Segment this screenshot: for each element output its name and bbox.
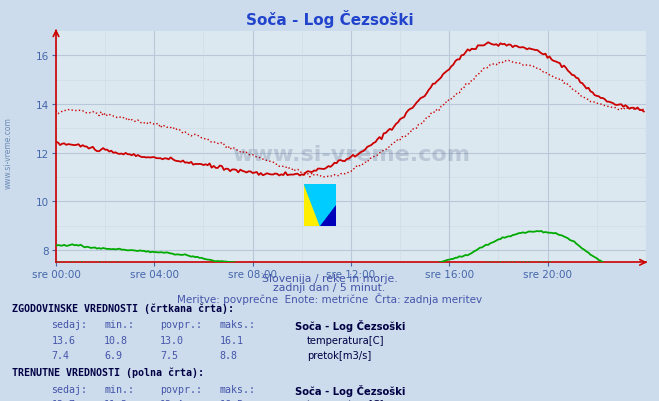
Text: povpr.:: povpr.: xyxy=(160,320,202,330)
Polygon shape xyxy=(304,184,336,227)
Text: pretok[m3/s]: pretok[m3/s] xyxy=(307,350,371,360)
Text: sedaj:: sedaj: xyxy=(51,384,88,394)
Text: temperatura[C]: temperatura[C] xyxy=(307,399,385,401)
Text: 11.3: 11.3 xyxy=(104,399,128,401)
Text: Slovenija / reke in morje.: Slovenija / reke in morje. xyxy=(262,273,397,284)
Text: zadnji dan / 5 minut.: zadnji dan / 5 minut. xyxy=(273,283,386,293)
Text: 10.8: 10.8 xyxy=(104,335,128,345)
Text: 13.7: 13.7 xyxy=(51,399,75,401)
Polygon shape xyxy=(304,184,320,227)
Text: povpr.:: povpr.: xyxy=(160,384,202,394)
Text: 13.0: 13.0 xyxy=(160,335,184,345)
Text: ZGODOVINSKE VREDNOSTI (črtkana črta):: ZGODOVINSKE VREDNOSTI (črtkana črta): xyxy=(12,303,234,313)
Text: 7.5: 7.5 xyxy=(160,350,178,360)
Text: temperatura[C]: temperatura[C] xyxy=(307,335,385,345)
Text: maks.:: maks.: xyxy=(219,320,256,330)
Text: 6.9: 6.9 xyxy=(104,350,122,360)
Text: 16.5: 16.5 xyxy=(219,399,243,401)
Text: min.:: min.: xyxy=(104,320,134,330)
Text: 8.8: 8.8 xyxy=(219,350,237,360)
Text: 13.6: 13.6 xyxy=(51,335,75,345)
Text: 13.4: 13.4 xyxy=(160,399,184,401)
Text: Soča - Log Čezsoški: Soča - Log Čezsoški xyxy=(295,320,405,332)
Text: www.si-vreme.com: www.si-vreme.com xyxy=(3,117,13,188)
Text: 7.4: 7.4 xyxy=(51,350,69,360)
Text: 16.1: 16.1 xyxy=(219,335,243,345)
Text: maks.:: maks.: xyxy=(219,384,256,394)
Text: Soča - Log Čezsoški: Soča - Log Čezsoški xyxy=(295,384,405,396)
Text: www.si-vreme.com: www.si-vreme.com xyxy=(232,144,470,164)
Text: TRENUTNE VREDNOSTI (polna črta):: TRENUTNE VREDNOSTI (polna črta): xyxy=(12,367,204,377)
Text: Soča - Log Čezsoški: Soča - Log Čezsoški xyxy=(246,10,413,28)
Polygon shape xyxy=(320,205,336,227)
Text: Meritve: povprečne  Enote: metrične  Črta: zadnja meritev: Meritve: povprečne Enote: metrične Črta:… xyxy=(177,292,482,304)
Text: min.:: min.: xyxy=(104,384,134,394)
Text: sedaj:: sedaj: xyxy=(51,320,88,330)
